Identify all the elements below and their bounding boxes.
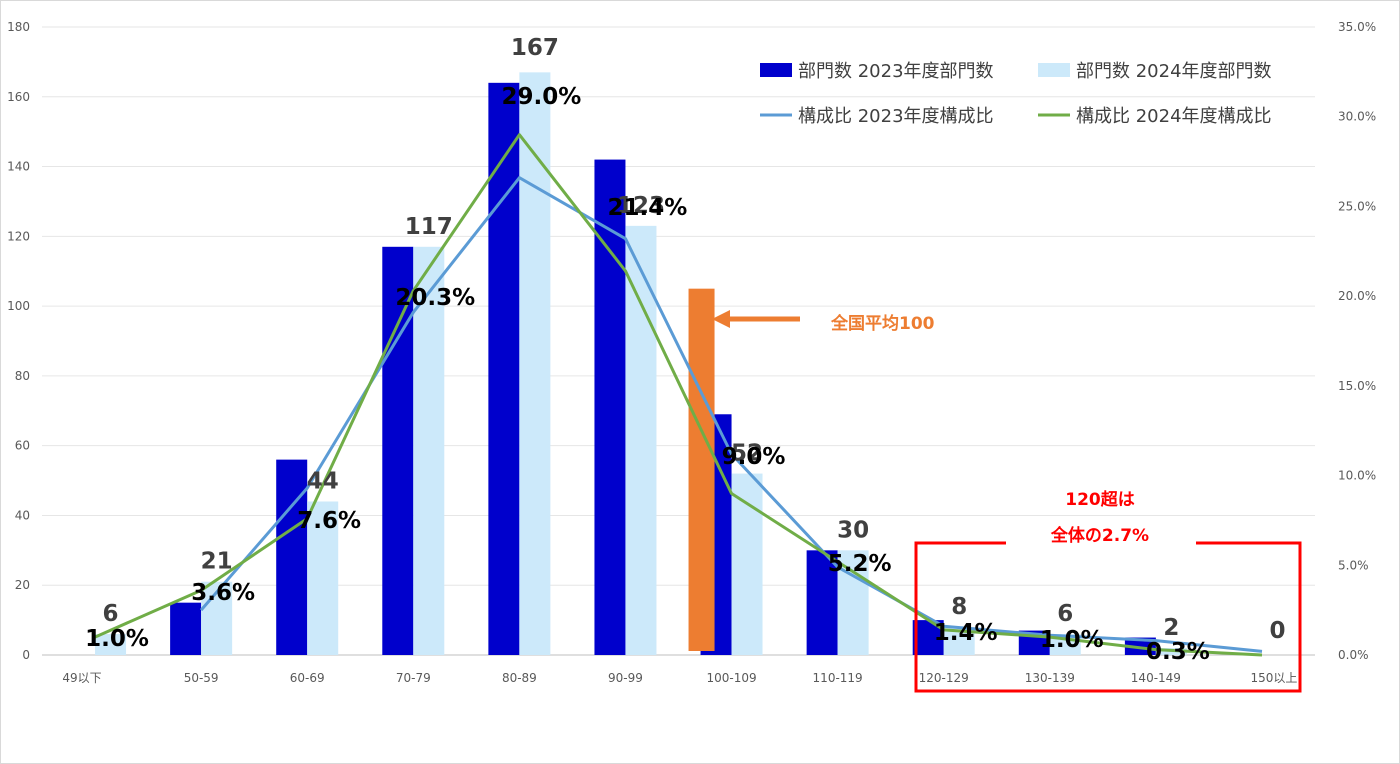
- legend-label: 部門数 2024年度部門数: [1076, 61, 1272, 82]
- x-tick-label: 80-89: [502, 671, 537, 685]
- legend-swatch: [1038, 63, 1070, 77]
- highlight-box: [914, 541, 1302, 693]
- x-tick-label: 50-59: [184, 671, 219, 685]
- legend-label: 構成比 2023年度構成比: [798, 106, 994, 127]
- y-left-tick-label: 40: [15, 508, 30, 522]
- data-label-percent: 1.0%: [85, 626, 149, 652]
- data-label-count: 0: [1269, 618, 1285, 644]
- y-left-tick-label: 160: [7, 90, 30, 104]
- x-tick-label: 70-79: [396, 671, 431, 685]
- data-label-percent: 21.4%: [608, 195, 688, 221]
- y-right-tick-label: 10.0%: [1338, 469, 1376, 483]
- y-right-tick-label: 5.0%: [1338, 558, 1369, 572]
- bar-2024: [519, 72, 551, 656]
- data-label-count: 6: [1057, 601, 1073, 627]
- y-left-tick-label: 180: [7, 20, 30, 34]
- data-label-percent: 1.4%: [934, 620, 998, 646]
- y-left-tick-label: 140: [7, 160, 30, 174]
- data-label-percent: 0.3%: [1146, 639, 1210, 665]
- bar-2023: [382, 246, 414, 656]
- data-label-count: 167: [511, 35, 559, 61]
- data-label-percent: 7.6%: [297, 508, 361, 534]
- bar-2024: [413, 246, 445, 656]
- y-left-tick-label: 100: [7, 299, 30, 313]
- data-label-count: 6: [103, 601, 119, 627]
- x-tick-label: 120-129: [919, 671, 969, 685]
- line-2024-share: [94, 133, 1263, 657]
- x-tick-label: 90-99: [608, 671, 643, 685]
- x-tick-label: 150以上: [1251, 671, 1298, 685]
- x-tick-label: 140-149: [1131, 671, 1181, 685]
- bar-2024: [731, 473, 763, 655]
- data-label-count: 117: [405, 214, 453, 240]
- y-right-tick-label: 20.0%: [1338, 289, 1376, 303]
- data-label-percent: 20.3%: [395, 285, 475, 311]
- bar-2024: [837, 550, 869, 655]
- y-left-tick-label: 60: [15, 439, 30, 453]
- data-label-count: 2: [1163, 615, 1179, 641]
- x-tick-label: 100-109: [706, 671, 756, 685]
- data-label-percent: 1.0%: [1040, 627, 1104, 653]
- data-label-count: 123: [617, 193, 665, 219]
- data-label-count: 52: [731, 441, 763, 467]
- bar-2023: [276, 459, 308, 655]
- y-right-tick-label: 25.0%: [1338, 199, 1376, 213]
- data-label-percent: 29.0%: [501, 84, 581, 110]
- y-right-tick-label: 30.0%: [1338, 110, 1376, 124]
- national-average-bar: [688, 288, 715, 651]
- bar-2023: [806, 550, 838, 655]
- data-label-percent: 9.0%: [722, 444, 786, 470]
- y-left-tick-label: 120: [7, 229, 30, 243]
- data-label-count: 8: [951, 594, 967, 620]
- bar-2023: [170, 602, 202, 655]
- highlight-label-backdrop: [1006, 534, 1196, 554]
- highlight-label-line1: 120超は: [1065, 489, 1135, 510]
- y-right-tick-label: 0.0%: [1338, 648, 1369, 662]
- x-tick-label: 130-139: [1025, 671, 1075, 685]
- y-left-tick-label: 80: [15, 369, 30, 383]
- bar-2023: [488, 82, 520, 656]
- data-label-count: 44: [307, 468, 339, 494]
- highlight-label-line2: 全体の2.7%: [1050, 525, 1149, 546]
- y-right-tick-label: 15.0%: [1338, 379, 1376, 393]
- national-average-label: 全国平均100: [830, 313, 935, 334]
- legend-swatch: [760, 63, 792, 77]
- legend-label: 部門数 2023年度部門数: [798, 61, 994, 82]
- x-tick-label: 60-69: [290, 671, 325, 685]
- bar-2024: [95, 634, 127, 655]
- data-label-count: 21: [201, 549, 233, 575]
- legend-label: 構成比 2024年度構成比: [1076, 106, 1272, 127]
- bar-2023: [594, 159, 626, 656]
- y-left-tick-label: 0: [22, 648, 30, 662]
- y-right-tick-label: 35.0%: [1338, 20, 1376, 34]
- line-2023-share: [199, 176, 1263, 653]
- data-label-count: 30: [837, 517, 869, 543]
- data-label-percent: 3.6%: [191, 580, 255, 606]
- y-left-tick-label: 20: [15, 578, 30, 592]
- national-average-arrowhead: [712, 310, 730, 328]
- x-tick-label: 110-119: [813, 671, 863, 685]
- bar-2024: [625, 225, 657, 655]
- data-label-percent: 5.2%: [828, 551, 892, 577]
- bar-2024: [307, 501, 339, 655]
- x-tick-label: 49以下: [62, 671, 101, 685]
